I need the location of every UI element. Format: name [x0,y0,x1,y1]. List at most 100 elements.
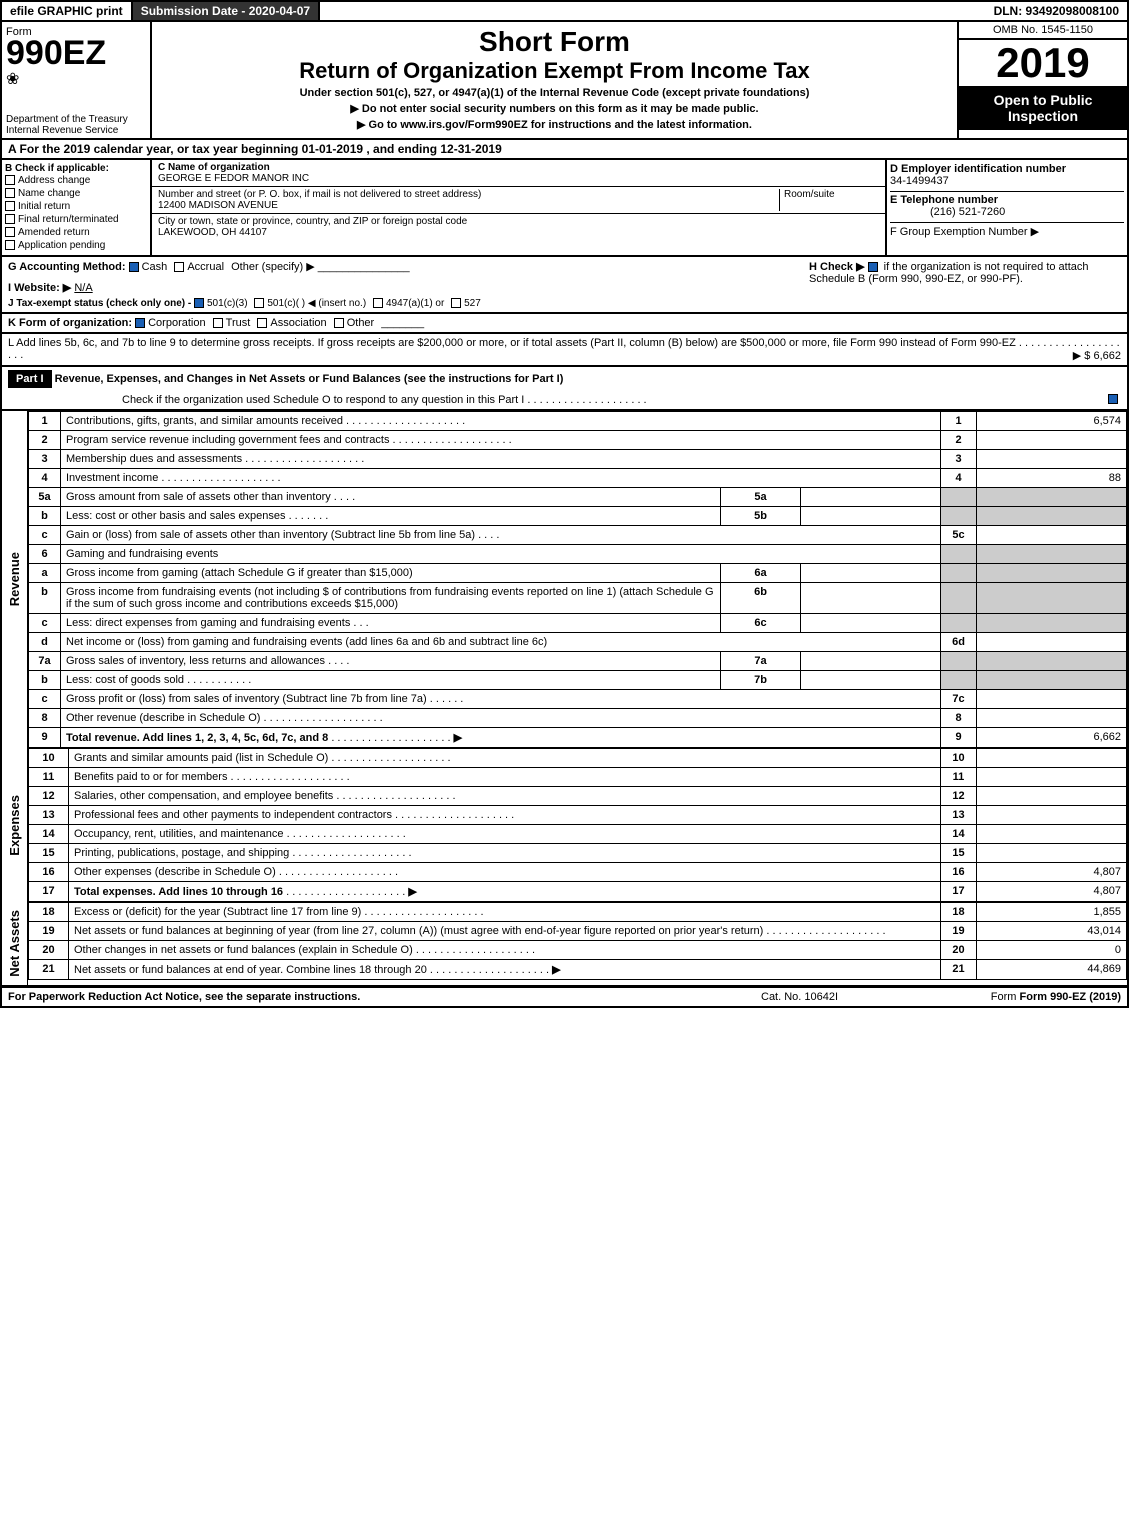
ein-label: D Employer identification number [890,163,1066,175]
part-i-badge: Part I [8,370,52,388]
line-12-amount [977,787,1127,806]
row-g-h: G Accounting Method: Cash Accrual Other … [0,257,1129,314]
chk-final-return[interactable]: Final return/terminated [5,213,147,226]
line-10-amount [977,749,1127,768]
line-1-text: Contributions, gifts, grants, and simila… [66,415,343,427]
line-1-amount: 6,574 [977,412,1127,431]
org-name: GEORGE E FEDOR MANOR INC [158,173,309,184]
org-info-grid: B Check if applicable: Address change Na… [0,160,1129,257]
line-7c-amount [977,690,1127,709]
chk-association[interactable]: Association [257,317,326,329]
line-6b-text: Gross income from fundraising events (no… [66,586,714,610]
line-18-text: Excess or (deficit) for the year (Subtra… [74,906,361,918]
line-21-text: Net assets or fund balances at end of ye… [74,964,427,976]
line-11-text: Benefits paid to or for members [74,771,227,783]
chk-schedule-o-part1[interactable] [1108,394,1118,404]
line-9-amount: 6,662 [977,728,1127,748]
form-number: 990EZ [6,38,146,69]
chk-other-org[interactable]: Other [334,317,375,329]
line-17-amount: 4,807 [977,882,1127,902]
line-16-text: Other expenses (describe in Schedule O) [74,866,276,878]
tax-year: 2019 [959,40,1127,86]
c-name-label: C Name of organization [158,162,270,173]
chk-501c3[interactable]: 501(c)(3) [194,298,248,309]
chk-4947[interactable]: 4947(a)(1) or [373,298,444,309]
ein-value: 34-1499437 [890,175,949,187]
line-14-amount [977,825,1127,844]
netassets-table: 18Excess or (deficit) for the year (Subt… [28,902,1127,980]
chk-cash[interactable]: Cash [129,261,168,273]
expenses-side-label: Expenses [5,787,24,864]
city-label: City or town, state or province, country… [158,216,467,227]
line-6d-text: Net income or (loss) from gaming and fun… [66,636,547,648]
expenses-table: 10Grants and similar amounts paid (list … [28,748,1127,902]
line-4-text: Investment income [66,472,158,484]
line-7b-text: Less: cost of goods sold [66,674,184,686]
arrow-icon: ▶ [454,732,462,744]
arrow-icon: ▶ [552,964,560,976]
line-20-text: Other changes in net assets or fund bala… [74,944,413,956]
irs-label: Internal Revenue Service [6,125,128,136]
chk-accrual[interactable]: Accrual [174,261,224,273]
subtitle-link[interactable]: ▶ Go to www.irs.gov/Form990EZ for instru… [160,118,949,131]
j-label: J Tax-exempt status (check only one) - [8,298,191,309]
chk-initial-return[interactable]: Initial return [5,200,147,213]
line-5c-text: Gain or (loss) from sale of assets other… [66,529,475,541]
phone-value: (216) 521-7260 [890,206,1005,218]
submission-date-button[interactable]: Submission Date - 2020-04-07 [133,2,320,20]
l-amount: ▶ $ 6,662 [1073,349,1121,362]
h-label: H Check ▶ [809,261,865,273]
period-row-a: A For the 2019 calendar year, or tax yea… [0,140,1129,160]
revenue-section: Revenue 1Contributions, gifts, grants, a… [0,411,1129,748]
line-5c-amount [977,526,1127,545]
line-13-text: Professional fees and other payments to … [74,809,392,821]
paperwork-notice: For Paperwork Reduction Act Notice, see … [8,991,761,1003]
group-exemption-label: F Group Exemption Number ▶ [890,226,1039,238]
row-k: K Form of organization: Corporation Trus… [0,314,1129,334]
chk-application-pending[interactable]: Application pending [5,239,147,252]
arrow-icon: ▶ [408,886,416,898]
line-8-text: Other revenue (describe in Schedule O) [66,712,260,724]
part-i-title: Revenue, Expenses, and Changes in Net As… [55,373,564,385]
chk-501c[interactable]: 501(c)( ) ◀ (insert no.) [254,298,366,309]
cat-no: Cat. No. 10642I [761,991,941,1003]
line-18-amount: 1,855 [977,903,1127,922]
line-16-amount: 4,807 [977,863,1127,882]
line-6c-text: Less: direct expenses from gaming and fu… [66,617,350,629]
short-form-title: Short Form [160,26,949,58]
line-3-text: Membership dues and assessments [66,453,242,465]
part-i-check-text: Check if the organization used Schedule … [122,394,524,406]
box-c: C Name of organization GEORGE E FEDOR MA… [152,160,887,255]
subtitle-ssn: ▶ Do not enter social security numbers o… [160,102,949,115]
street-label: Number and street (or P. O. box, if mail… [158,189,481,200]
line-15-text: Printing, publications, postage, and shi… [74,847,289,859]
chk-amended-return[interactable]: Amended return [5,226,147,239]
revenue-table: 1Contributions, gifts, grants, and simil… [28,411,1127,748]
box-def: D Employer identification number 34-1499… [887,160,1127,255]
other-specify: Other (specify) ▶ [231,261,315,273]
line-13-amount [977,806,1127,825]
line-5a-text: Gross amount from sale of assets other t… [66,491,331,503]
form-header: Form 990EZ ❀ Department of the Treasury … [0,22,1129,140]
line-17-text: Total expenses. Add lines 10 through 16 [74,886,283,898]
chk-corporation[interactable]: Corporation [135,317,205,329]
header-right: OMB No. 1545-1150 2019 Open to Public In… [957,22,1127,138]
chk-schedule-b[interactable] [868,262,878,272]
header-left: Form 990EZ ❀ Department of the Treasury … [2,22,152,138]
efile-print-label[interactable]: efile GRAPHIC print [2,2,133,20]
expenses-section: Expenses 10Grants and similar amounts pa… [0,748,1129,902]
chk-527[interactable]: 527 [451,298,481,309]
k-label: K Form of organization: [8,317,132,329]
netassets-side-label: Net Assets [5,902,24,985]
street-value: 12400 MADISON AVENUE [158,200,278,211]
line-7a-text: Gross sales of inventory, less returns a… [66,655,325,667]
line-8-amount [977,709,1127,728]
line-19-text: Net assets or fund balances at beginning… [74,925,763,937]
city-value: LAKEWOOD, OH 44107 [158,227,267,238]
chk-address-change[interactable]: Address change [5,174,147,187]
room-label: Room/suite [784,189,835,200]
phone-label: E Telephone number [890,194,998,206]
chk-name-change[interactable]: Name change [5,187,147,200]
dept-label: Department of the Treasury [6,114,128,125]
chk-trust[interactable]: Trust [213,317,251,329]
